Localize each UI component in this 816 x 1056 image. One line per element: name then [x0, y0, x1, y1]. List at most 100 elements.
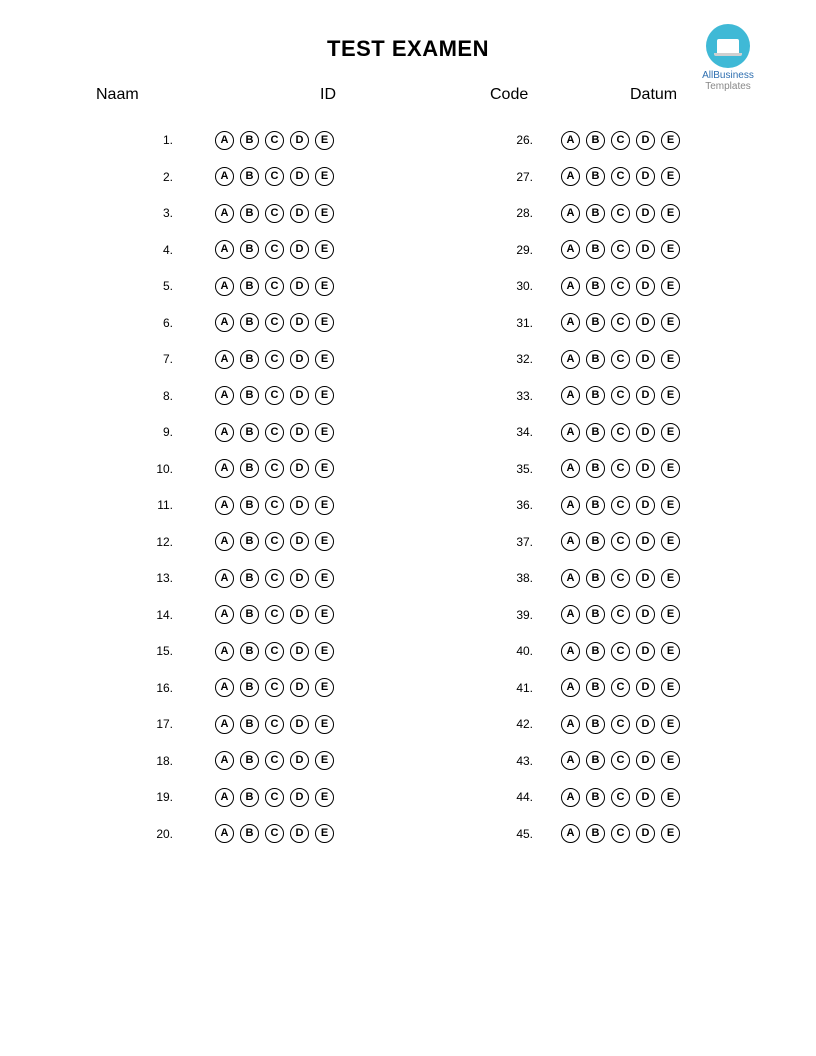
option-bubble-b[interactable]: B	[586, 204, 605, 223]
option-bubble-b[interactable]: B	[586, 824, 605, 843]
option-bubble-d[interactable]: D	[290, 423, 309, 442]
option-bubble-b[interactable]: B	[240, 167, 259, 186]
option-bubble-d[interactable]: D	[636, 569, 655, 588]
option-bubble-d[interactable]: D	[636, 240, 655, 259]
option-bubble-d[interactable]: D	[290, 532, 309, 551]
option-bubble-d[interactable]: D	[290, 240, 309, 259]
option-bubble-a[interactable]: A	[561, 678, 580, 697]
option-bubble-b[interactable]: B	[586, 605, 605, 624]
option-bubble-d[interactable]: D	[636, 496, 655, 515]
option-bubble-c[interactable]: C	[611, 350, 630, 369]
option-bubble-b[interactable]: B	[586, 642, 605, 661]
option-bubble-b[interactable]: B	[586, 532, 605, 551]
option-bubble-d[interactable]: D	[290, 642, 309, 661]
option-bubble-a[interactable]: A	[215, 240, 234, 259]
option-bubble-c[interactable]: C	[265, 386, 284, 405]
option-bubble-a[interactable]: A	[561, 605, 580, 624]
option-bubble-c[interactable]: C	[611, 569, 630, 588]
option-bubble-e[interactable]: E	[661, 715, 680, 734]
option-bubble-a[interactable]: A	[215, 459, 234, 478]
option-bubble-c[interactable]: C	[265, 277, 284, 296]
option-bubble-d[interactable]: D	[636, 678, 655, 697]
option-bubble-a[interactable]: A	[561, 824, 580, 843]
option-bubble-a[interactable]: A	[561, 131, 580, 150]
option-bubble-c[interactable]: C	[265, 569, 284, 588]
option-bubble-c[interactable]: C	[265, 642, 284, 661]
option-bubble-d[interactable]: D	[636, 788, 655, 807]
option-bubble-d[interactable]: D	[290, 751, 309, 770]
option-bubble-a[interactable]: A	[561, 313, 580, 332]
option-bubble-c[interactable]: C	[611, 204, 630, 223]
option-bubble-b[interactable]: B	[586, 386, 605, 405]
option-bubble-b[interactable]: B	[586, 350, 605, 369]
option-bubble-b[interactable]: B	[240, 386, 259, 405]
option-bubble-b[interactable]: B	[586, 277, 605, 296]
option-bubble-a[interactable]: A	[561, 569, 580, 588]
option-bubble-b[interactable]: B	[586, 569, 605, 588]
option-bubble-c[interactable]: C	[265, 423, 284, 442]
option-bubble-d[interactable]: D	[636, 167, 655, 186]
option-bubble-b[interactable]: B	[240, 350, 259, 369]
option-bubble-a[interactable]: A	[561, 277, 580, 296]
option-bubble-b[interactable]: B	[586, 788, 605, 807]
option-bubble-d[interactable]: D	[290, 313, 309, 332]
option-bubble-b[interactable]: B	[240, 569, 259, 588]
option-bubble-c[interactable]: C	[265, 824, 284, 843]
option-bubble-a[interactable]: A	[561, 642, 580, 661]
option-bubble-c[interactable]: C	[265, 204, 284, 223]
option-bubble-d[interactable]: D	[636, 277, 655, 296]
option-bubble-a[interactable]: A	[561, 715, 580, 734]
option-bubble-e[interactable]: E	[315, 204, 334, 223]
option-bubble-b[interactable]: B	[586, 715, 605, 734]
option-bubble-a[interactable]: A	[215, 350, 234, 369]
option-bubble-a[interactable]: A	[215, 423, 234, 442]
option-bubble-c[interactable]: C	[265, 605, 284, 624]
option-bubble-b[interactable]: B	[240, 459, 259, 478]
option-bubble-d[interactable]: D	[290, 678, 309, 697]
option-bubble-c[interactable]: C	[611, 642, 630, 661]
option-bubble-a[interactable]: A	[215, 313, 234, 332]
option-bubble-b[interactable]: B	[240, 204, 259, 223]
option-bubble-d[interactable]: D	[290, 824, 309, 843]
option-bubble-a[interactable]: A	[215, 751, 234, 770]
option-bubble-d[interactable]: D	[290, 167, 309, 186]
option-bubble-a[interactable]: A	[215, 715, 234, 734]
option-bubble-d[interactable]: D	[290, 788, 309, 807]
option-bubble-a[interactable]: A	[215, 678, 234, 697]
option-bubble-d[interactable]: D	[636, 386, 655, 405]
option-bubble-c[interactable]: C	[611, 240, 630, 259]
option-bubble-a[interactable]: A	[561, 496, 580, 515]
option-bubble-d[interactable]: D	[290, 459, 309, 478]
option-bubble-e[interactable]: E	[661, 240, 680, 259]
option-bubble-b[interactable]: B	[586, 496, 605, 515]
option-bubble-e[interactable]: E	[315, 715, 334, 734]
option-bubble-a[interactable]: A	[215, 496, 234, 515]
option-bubble-c[interactable]: C	[611, 386, 630, 405]
option-bubble-c[interactable]: C	[611, 751, 630, 770]
option-bubble-b[interactable]: B	[586, 751, 605, 770]
option-bubble-a[interactable]: A	[561, 788, 580, 807]
option-bubble-c[interactable]: C	[611, 678, 630, 697]
option-bubble-b[interactable]: B	[240, 240, 259, 259]
option-bubble-e[interactable]: E	[315, 678, 334, 697]
option-bubble-c[interactable]: C	[265, 240, 284, 259]
option-bubble-e[interactable]: E	[315, 569, 334, 588]
option-bubble-d[interactable]: D	[290, 204, 309, 223]
option-bubble-b[interactable]: B	[586, 131, 605, 150]
option-bubble-c[interactable]: C	[611, 496, 630, 515]
option-bubble-a[interactable]: A	[215, 204, 234, 223]
option-bubble-d[interactable]: D	[636, 824, 655, 843]
option-bubble-c[interactable]: C	[611, 131, 630, 150]
option-bubble-b[interactable]: B	[586, 678, 605, 697]
option-bubble-c[interactable]: C	[265, 496, 284, 515]
option-bubble-a[interactable]: A	[215, 131, 234, 150]
option-bubble-e[interactable]: E	[315, 386, 334, 405]
option-bubble-d[interactable]: D	[636, 423, 655, 442]
option-bubble-b[interactable]: B	[240, 642, 259, 661]
option-bubble-b[interactable]: B	[240, 131, 259, 150]
option-bubble-e[interactable]: E	[315, 751, 334, 770]
option-bubble-b[interactable]: B	[240, 605, 259, 624]
option-bubble-b[interactable]: B	[240, 751, 259, 770]
option-bubble-d[interactable]: D	[636, 532, 655, 551]
option-bubble-e[interactable]: E	[315, 605, 334, 624]
